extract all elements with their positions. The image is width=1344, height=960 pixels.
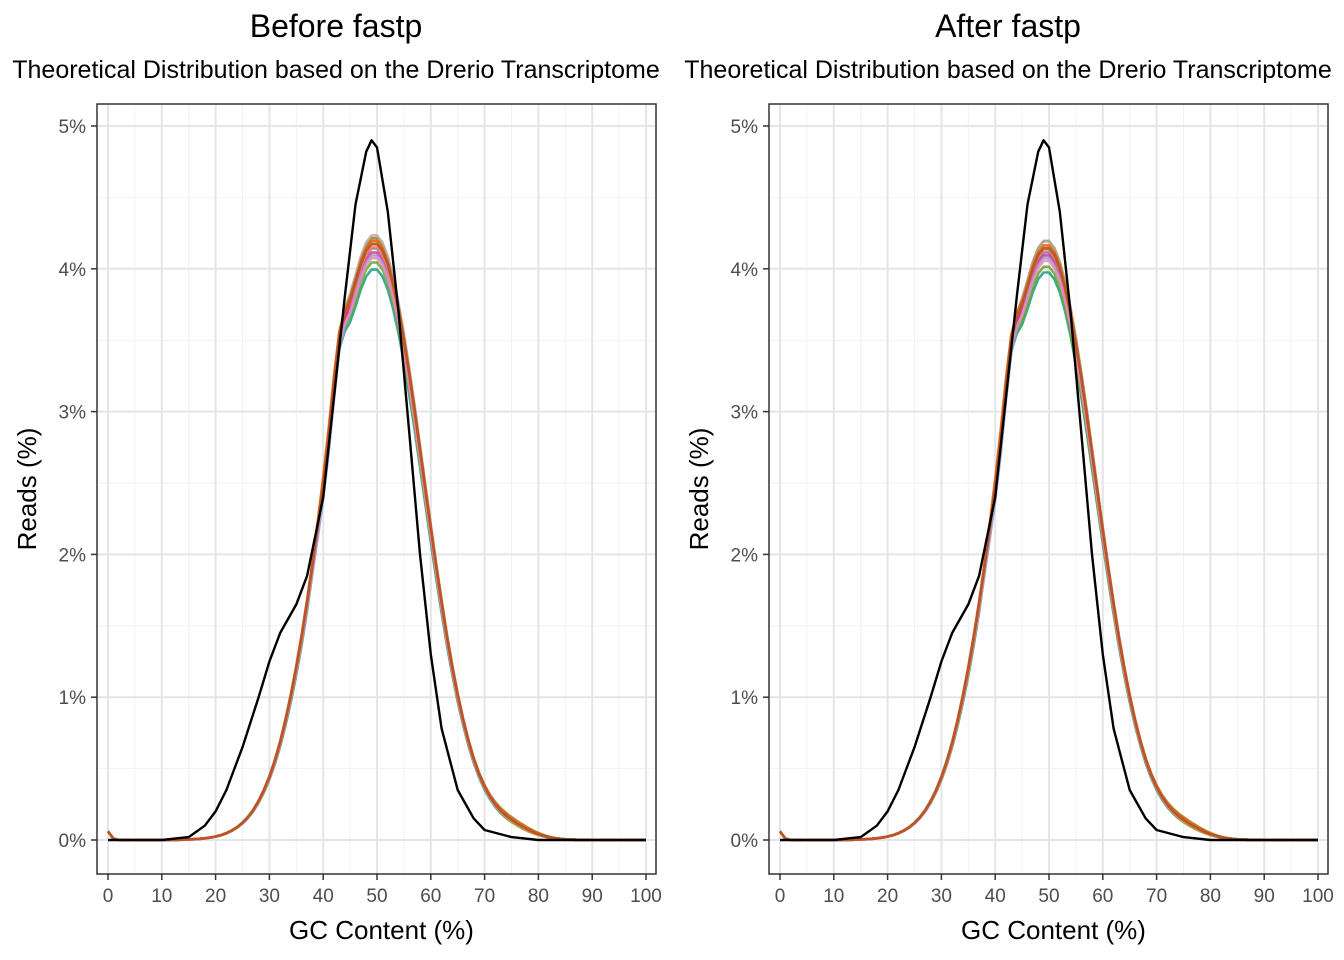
y-tick-label: 2% (731, 545, 759, 566)
chart-subtitle: Theoretical Distribution based on the Dr… (684, 56, 1332, 84)
y-tick-label: 0% (731, 831, 759, 852)
x-tick-label: 30 (259, 886, 280, 907)
gc-content-chart-after: 0 10 20 30 40 50 60 70 80 90 100 0% 1% 2% 3% 4% 5% GC Con… (684, 103, 1334, 945)
observed-sample-line (106, 242, 646, 842)
x-tick-label: 40 (313, 886, 334, 907)
y-tick-label: 1% (731, 688, 759, 709)
y-tick-label: 5% (59, 117, 87, 138)
chart-subtitle: Theoretical Distribution based on the Dr… (12, 56, 660, 84)
theoretical-distribution-line (780, 139, 1318, 842)
x-tick-label: 70 (1146, 886, 1167, 907)
x-tick-label: 20 (877, 886, 898, 907)
x-tick-label: 60 (420, 886, 441, 907)
y-tick-label: 5% (731, 117, 759, 138)
x-tick-label: 10 (823, 886, 844, 907)
y-tick-label: 0% (59, 831, 87, 852)
x-tick-label: 70 (474, 886, 495, 907)
x-tick-label: 80 (528, 886, 549, 907)
chart-title: After fastp (935, 8, 1081, 44)
x-tick-label: 30 (931, 886, 952, 907)
x-tick-label: 50 (366, 886, 387, 907)
x-tick-label: 10 (151, 886, 172, 907)
x-tick-label: 80 (1200, 886, 1221, 907)
chart-panel-before: Before fastp Theoretical Distribution ba… (12, 8, 662, 945)
x-tick-label: 40 (985, 886, 1006, 907)
gc-content-chart-before: 0 10 20 30 40 50 60 70 80 90 100 0% 1% 2% 3% 4% 5% GC Con… (12, 103, 662, 945)
x-tick-label: 90 (1254, 886, 1275, 907)
x-tick-label: 60 (1092, 886, 1113, 907)
chart-panel-after: After fastp Theoretical Distribution bas… (672, 0, 1344, 960)
x-axis-title: GC Content (%) (961, 915, 1146, 945)
chart-title: Before fastp (249, 8, 423, 44)
observed-sample-line (778, 247, 1318, 842)
x-tick-label: 50 (1038, 886, 1059, 907)
y-tick-label: 4% (59, 260, 87, 281)
y-axis-title: Reads (%) (12, 428, 42, 551)
x-tick-label: 100 (1302, 886, 1334, 907)
x-tick-label: 90 (582, 886, 603, 907)
theoretical-distribution-line (108, 139, 646, 842)
x-tick-label: 20 (205, 886, 226, 907)
x-tick-label: 100 (630, 886, 662, 907)
y-axis-title: Reads (%) (684, 428, 714, 551)
y-tick-label: 2% (59, 545, 87, 566)
y-tick-label: 3% (59, 403, 87, 424)
y-tick-label: 3% (731, 403, 759, 424)
x-axis-title: GC Content (%) (289, 915, 474, 945)
y-tick-label: 1% (59, 688, 87, 709)
x-tick-label: 0 (775, 886, 786, 907)
y-tick-label: 4% (731, 260, 759, 281)
x-tick-label: 0 (103, 886, 114, 907)
